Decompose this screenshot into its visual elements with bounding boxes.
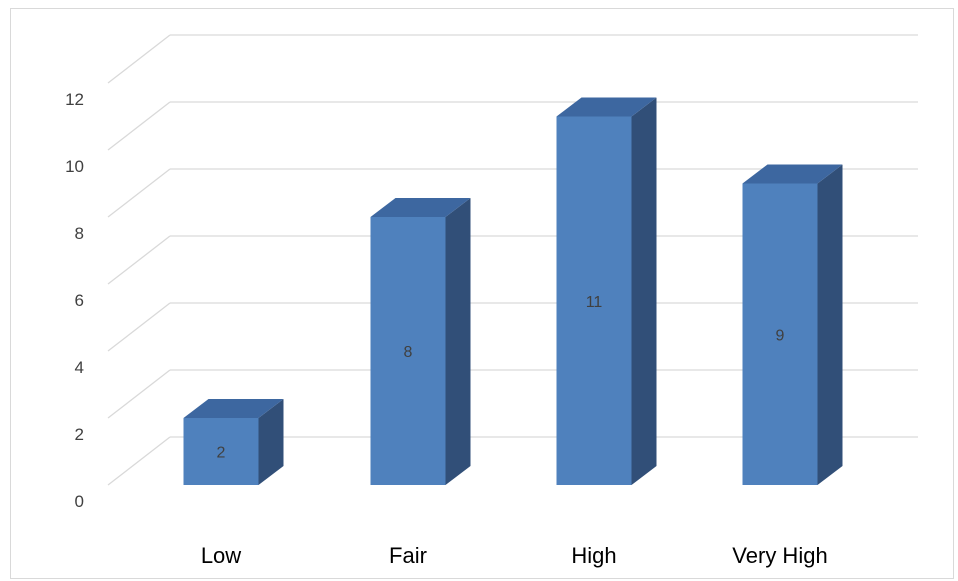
data-label-fair: 8 <box>404 344 413 361</box>
data-label-low: 2 <box>217 445 226 462</box>
y-tick-label: 4 <box>75 358 84 377</box>
bar-top-face <box>556 97 657 117</box>
y-tick-label: 0 <box>75 492 84 511</box>
bar-front-face <box>556 116 632 485</box>
y-tick-label: 6 <box>75 291 84 310</box>
y-tick-label: 12 <box>65 90 84 109</box>
data-label-very-high: 9 <box>776 327 785 344</box>
y-tick-label: 8 <box>75 224 84 243</box>
y-tick-label: 10 <box>65 157 84 176</box>
bar-very-high <box>742 164 843 485</box>
category-label-low: Low <box>201 543 241 568</box>
bar-top-face <box>183 399 284 418</box>
gridline-depth <box>107 168 171 218</box>
data-labels: 2 8 11 9 <box>217 294 785 462</box>
category-label-fair: Fair <box>389 543 427 568</box>
gridline-depth <box>107 369 171 419</box>
gridline-depth <box>107 34 171 84</box>
bar-front-face <box>742 183 818 485</box>
bar-side-face <box>445 198 471 485</box>
bar-side-face <box>258 399 284 485</box>
bar-front-face <box>183 418 259 485</box>
gridline-depth <box>107 302 171 352</box>
bar-top-face <box>742 164 843 184</box>
category-label-high: High <box>571 543 616 568</box>
bars <box>183 97 843 485</box>
gridline-depth <box>107 235 171 285</box>
y-tick-label: 2 <box>75 425 84 444</box>
bar-low <box>183 399 284 485</box>
x-axis-categories: Low Fair High Very High <box>201 543 828 568</box>
bar-side-face <box>631 97 657 485</box>
y-axis-ticks: 0 2 4 6 8 10 12 <box>65 90 84 511</box>
bar-front-face <box>370 217 446 485</box>
data-label-high: 11 <box>586 294 603 311</box>
bar-side-face <box>817 164 843 485</box>
category-label-very-high: Very High <box>732 543 827 568</box>
gridline-depth <box>107 436 171 486</box>
bar-high <box>556 97 657 485</box>
bar-top-face <box>370 198 471 217</box>
bar-fair <box>370 198 471 485</box>
gridline-depth <box>107 101 171 151</box>
chart-frame <box>10 8 954 579</box>
